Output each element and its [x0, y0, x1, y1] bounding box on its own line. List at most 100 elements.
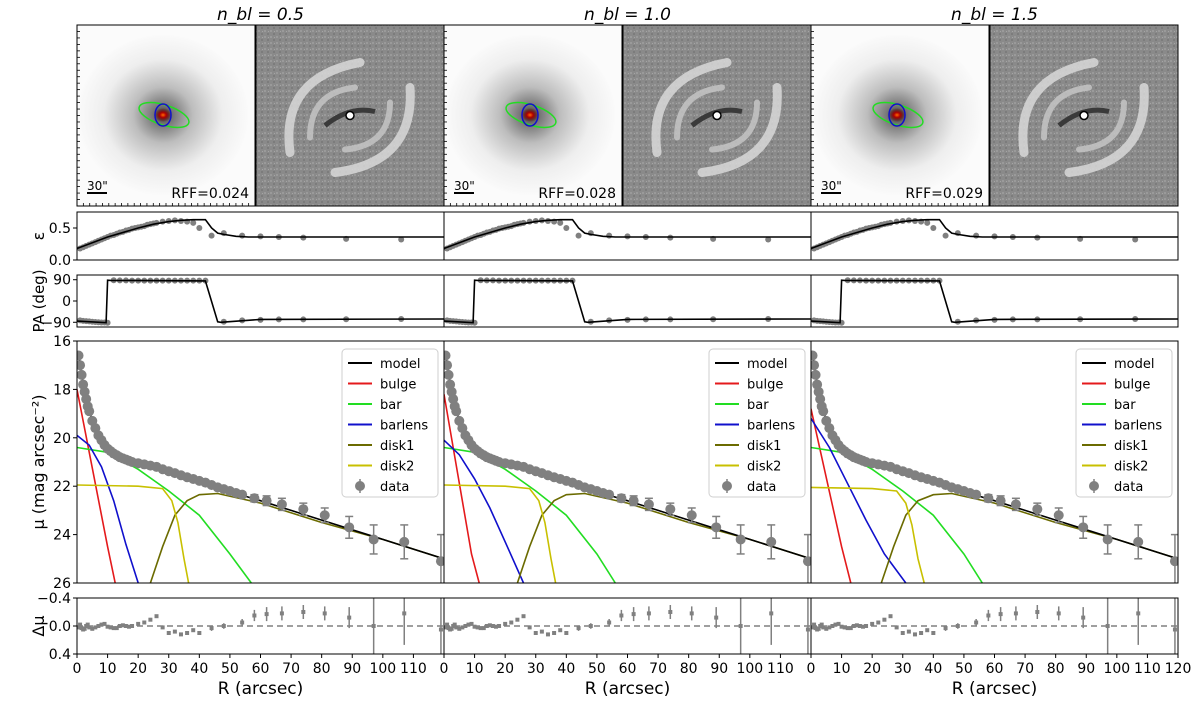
x-tick-label: 70: [649, 661, 667, 677]
residual-point: [845, 626, 850, 631]
spiral-arm-residual: [330, 83, 415, 177]
x-tick-label: 80: [1047, 661, 1065, 677]
mu-data-point: [628, 495, 639, 506]
legend-model-label: model: [380, 357, 420, 372]
residual-point: [812, 622, 817, 627]
mu-plot-area: [444, 350, 811, 583]
residual-panel: −0.4 0.0 0.40 10 20 30 40 50 60 70 80 90 100 110 R (ar…: [37, 591, 445, 699]
residual-point: [264, 612, 269, 617]
residual-point: [1105, 624, 1110, 628]
x-tick-label: 100: [1103, 661, 1130, 677]
residual-point: [738, 624, 743, 628]
residual-point: [142, 620, 147, 625]
ellipticity-point: [924, 219, 931, 226]
mu-data-point: [735, 534, 746, 545]
residual-point: [481, 626, 486, 631]
component-barlens-line: [77, 434, 139, 583]
ellipticity-tick-label: 0.0: [49, 253, 71, 269]
residual-point: [836, 621, 841, 626]
x-tick-label: 70: [282, 661, 300, 677]
residual-plot-area: [444, 598, 811, 654]
residual-point: [130, 624, 135, 628]
ellipticity-panel: [443, 211, 812, 261]
legend-bar-label: bar: [747, 398, 769, 413]
residual-point: [919, 631, 924, 635]
mu-data-point: [319, 510, 330, 521]
x-tick-label: 100: [736, 661, 763, 677]
residual-point: [545, 632, 550, 637]
mu-tick-label: 18: [53, 382, 71, 398]
spiral-arm-residual: [674, 84, 725, 141]
residual-point: [191, 628, 196, 633]
x-tick-label: 30: [894, 661, 912, 677]
residual-point: [503, 621, 508, 626]
legend-data-label: data: [747, 480, 776, 495]
residual-point: [515, 617, 520, 622]
legend-disk2-label: disk2: [380, 460, 414, 475]
residual-point: [322, 611, 327, 616]
residual-point: [497, 624, 502, 628]
legend-disk2-label: disk2: [1114, 460, 1148, 475]
residual-point: [160, 625, 165, 630]
residual-point: [521, 614, 526, 619]
mu-data-point: [1010, 499, 1021, 510]
residual-point: [631, 612, 636, 617]
mu-data-point: [811, 350, 818, 361]
mu-data-point: [435, 556, 444, 567]
x-tick-label: 100: [369, 661, 396, 677]
pa-model-line: [810, 279, 1179, 324]
legend-barlens-label: barlens: [747, 419, 795, 434]
residual-point: [539, 629, 544, 634]
legend-disk2-label: disk2: [747, 460, 781, 475]
nucleus-residual: [1079, 110, 1089, 121]
scale-bar-label: 30": [454, 179, 475, 193]
spiral-arm-residual: [342, 99, 393, 153]
mu-frame: [810, 340, 1179, 584]
ellipticity-point: [1132, 236, 1139, 243]
component-bulge-line: [77, 389, 116, 583]
component-disk1-line: [149, 492, 444, 583]
x-tick-label: 80: [313, 661, 331, 677]
legend-disk1-label: disk1: [747, 439, 781, 454]
legend-data-label: data: [380, 480, 409, 495]
x-tick-label: 60: [986, 661, 1004, 677]
mu-data-point: [451, 406, 462, 417]
residual-point: [1013, 611, 1018, 616]
pa-tick-label: 0: [62, 294, 71, 310]
spiral-arm-residual: [1018, 58, 1099, 157]
legend-box: [1075, 348, 1173, 498]
residual-point: [240, 620, 245, 625]
residual-point: [478, 626, 483, 631]
residual-point: [197, 631, 202, 635]
component-disk1-line: [516, 492, 811, 583]
residual-point: [607, 620, 612, 625]
galaxy-core: [521, 108, 539, 122]
legend-data-label: data: [1114, 480, 1143, 495]
legend-disk1-label: disk1: [1114, 439, 1148, 454]
x-tick-label: 30: [527, 661, 545, 677]
rff-label: RFF=0.028: [538, 186, 616, 202]
ellipticity-frame: [810, 211, 1179, 261]
residual-point: [833, 622, 838, 627]
mu-panel: 16 18 20 22 24 26 model bulge bar barlens disk1 dis…: [53, 334, 445, 592]
mu-data-point: [802, 556, 811, 567]
residual-point: [454, 625, 459, 630]
residual-point: [87, 625, 92, 630]
x-tick-label: 0: [440, 661, 449, 677]
residual-point: [301, 610, 306, 614]
mu-data-point: [77, 350, 84, 361]
mu-panel: model bulge bar barlens disk1 disk2 data: [810, 340, 1179, 584]
model-image: 30" RFF=0.028: [443, 24, 623, 207]
residual-point: [931, 631, 936, 635]
residual-point: [533, 631, 538, 635]
x-tick-label: 10: [99, 661, 117, 677]
pa-axis-label: PA (deg): [30, 269, 48, 332]
residual-point: [912, 632, 917, 637]
residual-point: [564, 631, 569, 635]
residual-point: [848, 626, 853, 631]
mu-data-point: [368, 534, 379, 545]
residual-point: [588, 624, 593, 628]
model-image: 30" RFF=0.029: [810, 24, 990, 207]
residual-panel: 0 10 20 30 40 50 60 70 80 90 100 110 120 R (arcsec): [807, 597, 1191, 699]
legend-bulge-label: bulge: [1114, 378, 1150, 393]
